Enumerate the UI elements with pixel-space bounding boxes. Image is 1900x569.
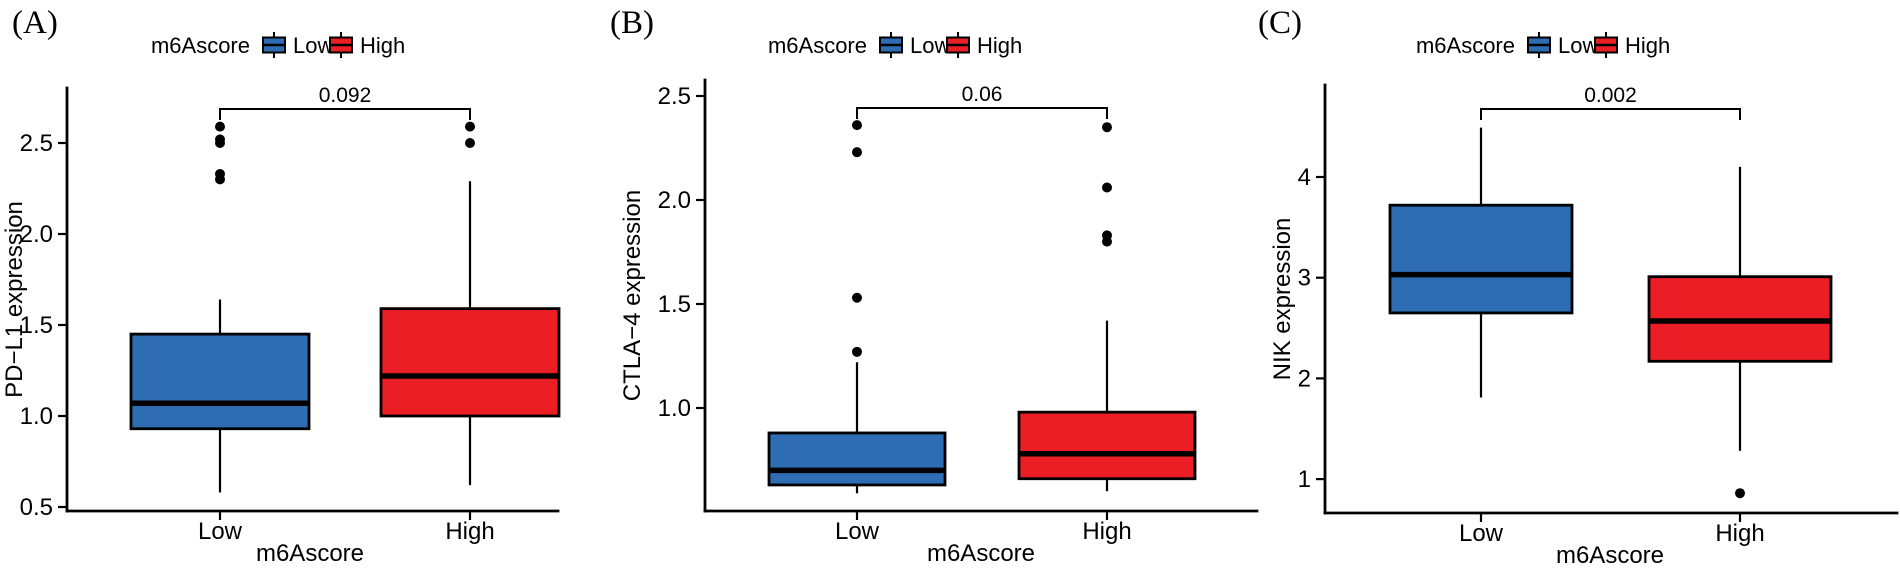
legend-item-label-high: High (360, 33, 405, 58)
y-tick-label: 1.5 (658, 291, 691, 318)
panel-label-a: (A) (12, 5, 58, 41)
box-low (767, 431, 947, 487)
legend-item-label-low: Low (293, 33, 333, 58)
legend-item-label-low: Low (910, 33, 950, 58)
x-tick-label: Low (198, 518, 243, 545)
outlier-point-low (852, 120, 862, 131)
x-tick-label: Low (835, 518, 880, 545)
x-axis-title: m6Ascore (927, 540, 1035, 567)
x-tick-label: Low (1459, 520, 1504, 547)
x-axis-title: m6Ascore (1556, 542, 1664, 569)
p-value-label: 0.092 (319, 84, 372, 107)
legend-item-label-low: Low (1558, 33, 1598, 58)
y-tick-label: 2.5 (658, 83, 691, 110)
panel-c-plot: 1 2 3 4 Low High m6Ascore NIK expression 0.002 m6… (1269, 32, 1899, 569)
y-tick-label: 0.5 (20, 494, 53, 521)
legend-title: m6Ascore (768, 33, 867, 58)
outlier-point-high (1102, 122, 1112, 133)
outlier-point-high (1102, 182, 1112, 193)
outlier-point-low (852, 147, 862, 158)
outlier-point-high (1735, 488, 1745, 499)
y-tick-label: 2.0 (20, 221, 53, 248)
legend-item-label-high: High (1625, 33, 1670, 58)
significance-bracket (856, 107, 1108, 119)
legend-title: m6Ascore (151, 33, 250, 58)
y-axis-title: CTLA−4 expression (619, 190, 646, 401)
y-tick-label: 1.0 (20, 403, 53, 430)
x-tick-label: High (1715, 520, 1764, 547)
x-tick-label: High (1082, 518, 1131, 545)
y-tick-label: 4 (1298, 164, 1311, 191)
outlier-point-low (852, 346, 862, 357)
y-tick-label: 2.0 (658, 187, 691, 214)
y-tick-label: 2.5 (20, 130, 53, 157)
box-high (1017, 410, 1197, 481)
y-tick-label: 3 (1298, 265, 1311, 292)
y-axis-title: PD−L1 expression (1, 201, 28, 398)
outlier-point-high (465, 138, 475, 148)
legend: m6Ascore Low High (768, 32, 1022, 58)
y-tick-label: 1 (1298, 466, 1311, 493)
panel-label-c: (C) (1258, 5, 1302, 41)
box-low (1388, 203, 1574, 315)
panel-b-plot: 1.0 1.5 2.0 2.5 Low High m6Ascore CTLA−4 expres… (619, 32, 1259, 567)
x-axis-title: m6Ascore (256, 540, 364, 567)
y-tick-label: 1.5 (20, 312, 53, 339)
panel-label-b: (B) (610, 5, 654, 41)
outlier-point-low (215, 134, 225, 145)
y-axis-title: NIK expression (1269, 218, 1296, 381)
outlier-point-low (215, 121, 225, 132)
p-value-label: 0.06 (962, 83, 1003, 106)
legend: m6Ascore Low High (1416, 32, 1670, 58)
p-value-label: 0.002 (1584, 84, 1637, 107)
outlier-point-high (1102, 230, 1112, 241)
y-tick-label: 2 (1298, 365, 1311, 392)
box-low (129, 332, 311, 431)
panel-a-plot: 0.5 1.0 1.5 2.0 2.5 Low High m6Ascore PD−L1 expr… (1, 32, 561, 567)
significance-bracket (1480, 108, 1741, 120)
outlier-point-low (215, 168, 225, 179)
significance-bracket (219, 108, 471, 120)
outlier-point-low (852, 292, 862, 303)
y-tick-label: 1.0 (658, 395, 691, 422)
outlier-point-high (465, 121, 475, 132)
legend: m6Ascore Low High (151, 32, 405, 58)
legend-title: m6Ascore (1416, 33, 1515, 58)
box-high (379, 307, 561, 418)
legend-item-label-high: High (977, 33, 1022, 58)
x-tick-label: High (445, 518, 494, 545)
